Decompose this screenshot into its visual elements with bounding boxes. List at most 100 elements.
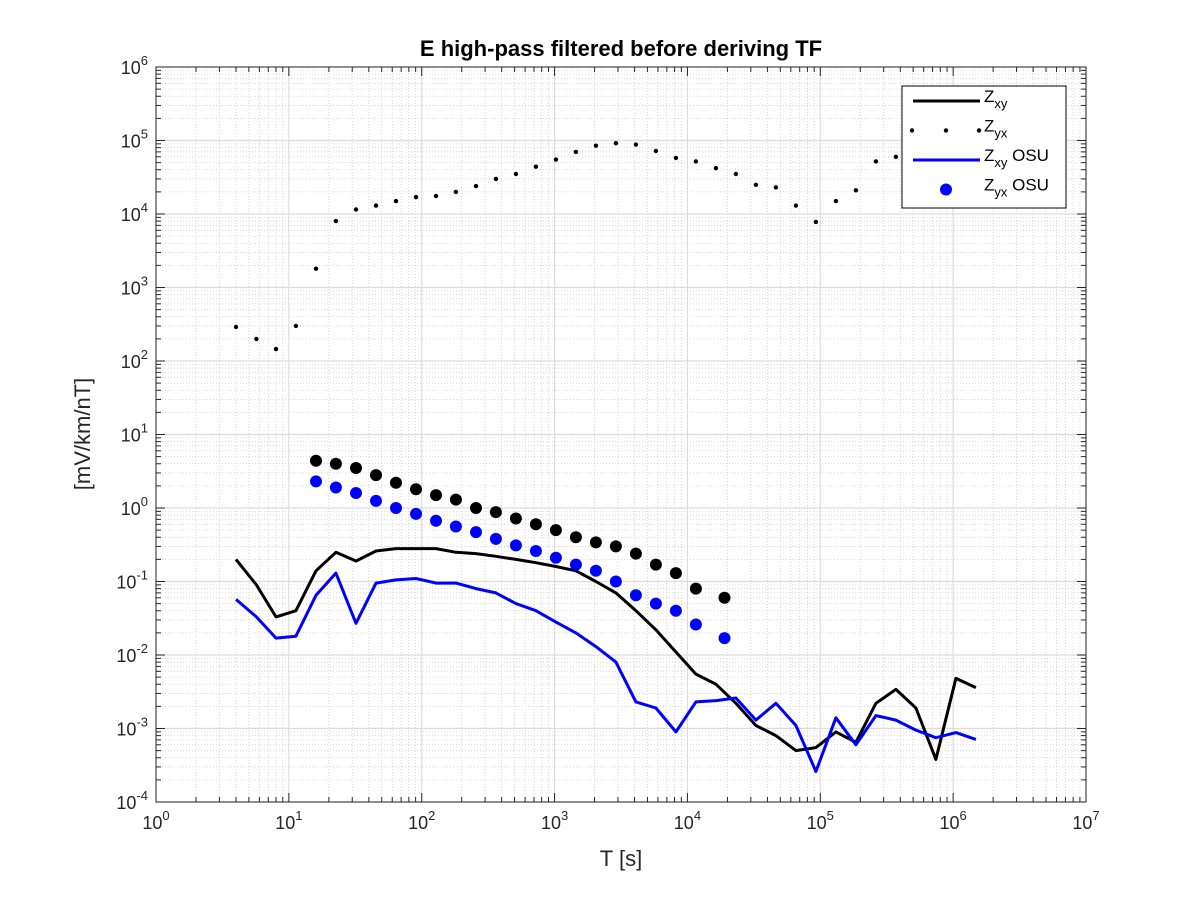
x-tick-label: 106 [940,808,967,833]
y-tick-label: 10-4 [116,788,148,813]
data-point [793,203,799,208]
legend-entry: Zyx [909,117,1008,141]
y-tick-label: 106 [121,53,148,78]
data-point [549,551,562,564]
data-point [609,540,622,553]
data-point [669,567,682,580]
data-point [533,164,539,169]
x-tick-label: 105 [807,808,834,833]
data-point [569,558,582,571]
data-point [489,532,502,545]
data-point [470,502,482,514]
data-point [549,524,562,537]
data-point [609,575,622,588]
data-point [370,469,382,482]
data-point [390,476,402,489]
data-point [713,166,719,171]
data-point [693,159,699,164]
data-point [310,475,322,488]
data-point [589,536,602,549]
data-point [449,520,462,533]
data-point [833,198,839,204]
data-point [410,483,422,496]
series-zyx-filtered- [310,454,731,604]
y-tick-label: 102 [121,347,148,372]
legend-entry: Zxy [913,87,1008,111]
data-point [649,558,662,571]
data-point [430,514,442,527]
data-point [273,346,279,352]
legend-label: Zxy [984,87,1008,111]
data-point [669,604,682,617]
data-point [573,149,579,155]
data-point [493,176,499,182]
data-point [589,564,602,577]
y-tick-label: 100 [121,494,148,519]
y-tick-label: 10-3 [116,715,148,740]
y-tick-label: 10-1 [116,568,148,593]
data-point [613,141,619,146]
data-point [689,618,702,631]
x-tick-label: 104 [674,808,701,833]
data-point [629,547,642,560]
data-point [350,462,362,474]
data-point [433,193,439,199]
data-point [853,188,859,193]
data-point [649,597,662,610]
data-point [350,487,362,499]
x-tick-label: 102 [408,808,435,833]
legend-marker-swatch [943,128,949,133]
data-point [718,632,731,645]
legend-marker-swatch [976,128,982,133]
data-point [569,531,582,544]
data-point [773,185,779,190]
legend-entry: Zxy OSU [913,146,1049,170]
chart-title: E high-pass filtered before deriving TF [420,36,822,61]
data-point [718,591,731,604]
series-line [235,571,977,773]
y-tick-label: 103 [121,274,148,299]
y-tick-label: 105 [121,127,148,152]
legend-entry: Zyx OSU [940,176,1049,200]
legend-label: Zyx OSU [984,176,1049,200]
y-tick-label: 104 [121,200,148,225]
data-point [473,183,479,189]
data-point [410,507,422,520]
data-point [333,218,339,224]
data-point [393,198,399,204]
legend-marker-swatch [909,128,915,133]
data-point [529,545,542,557]
series-layer [233,90,977,773]
y-tick-label: 10-2 [116,641,148,666]
data-point [293,323,299,329]
data-point [733,171,739,177]
data-point [593,143,599,148]
data-point [489,506,502,519]
data-point [430,489,442,502]
legend: Zxy Zyx Zxy OSU Zyx OSU [901,85,1067,209]
y-axis-label: [mV/km/nT] [70,378,95,490]
data-point [329,457,342,470]
x-tick-label: 100 [142,808,169,833]
data-point [353,207,359,212]
data-point [513,171,519,177]
legend-marker-swatch [940,183,952,196]
data-point [313,266,319,271]
data-point [254,336,259,342]
legend-label: Zxy OSU [984,146,1049,170]
x-tick-labels: 100 101 102 103 104 105 106 107 [142,808,1099,833]
data-point [753,182,759,187]
x-axis-label: T [s] [600,846,642,871]
data-point [633,142,639,147]
series-zxy-osu [235,571,977,773]
data-point [529,518,542,531]
y-tick-labels: 10-4 10-3 10-2 10-1 100 101 102 103 104 105 106 [116,53,148,813]
data-point [470,526,482,539]
data-point [449,493,462,506]
data-point [310,454,322,467]
data-point [233,324,239,330]
data-point [813,219,819,225]
data-point [653,148,659,154]
data-point [893,154,899,159]
